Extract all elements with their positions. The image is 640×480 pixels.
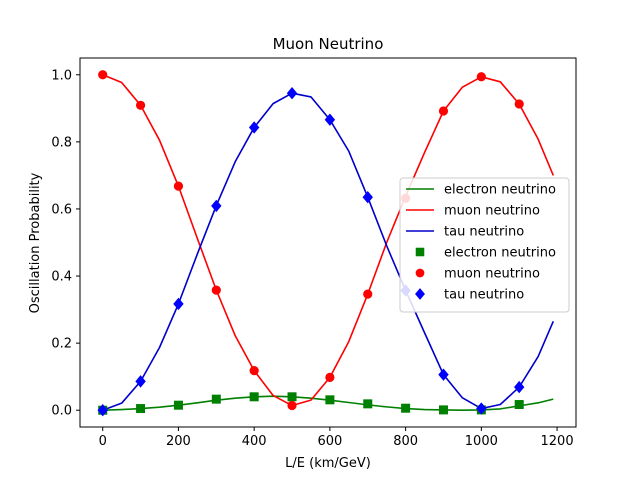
x-tick-label: 400 bbox=[242, 434, 267, 449]
x-tick-label: 800 bbox=[393, 434, 418, 449]
y-tick-label: 0.6 bbox=[51, 202, 72, 217]
x-tick-label: 1000 bbox=[465, 434, 498, 449]
x-axis-title: L/E (km/GeV) bbox=[285, 456, 371, 471]
y-tick-label: 0.8 bbox=[51, 135, 72, 150]
plot-area bbox=[79, 57, 577, 428]
legend-label: tau neutrino bbox=[444, 225, 524, 240]
muon-neutrino-point bbox=[325, 372, 335, 382]
electron-neutrino-point bbox=[438, 405, 448, 415]
tau-neutrino-point bbox=[362, 191, 373, 204]
electron-neutrino-point bbox=[287, 392, 297, 402]
muon-neutrino-point bbox=[363, 289, 373, 299]
legend-label: tau neutrino bbox=[444, 288, 524, 303]
y-tick-label: 0.0 bbox=[51, 404, 72, 419]
x-axis: 0 200 400 600 800 1000 1200 bbox=[99, 427, 574, 449]
y-axis-title: Oscillation Probability bbox=[28, 172, 43, 313]
muon-neutrino-point bbox=[173, 181, 184, 191]
y-tick-label: 0.2 bbox=[51, 337, 72, 352]
muon-neutrino-point bbox=[514, 99, 524, 109]
electron-neutrino-point bbox=[514, 400, 524, 410]
legend-label: muon neutrino bbox=[444, 204, 540, 219]
legend-marker-swatch bbox=[415, 288, 425, 300]
tau-neutrino-point bbox=[135, 375, 146, 388]
legend-label: electron neutrino bbox=[444, 246, 556, 261]
x-tick-label: 600 bbox=[317, 434, 342, 449]
tau-neutrino-point bbox=[211, 199, 222, 213]
tau-neutrino-point bbox=[476, 402, 487, 415]
electron-neutrino-point bbox=[401, 403, 411, 413]
y-tick-label: 0.4 bbox=[51, 270, 72, 285]
legend-box bbox=[399, 177, 570, 313]
electron-neutrino-point bbox=[325, 395, 335, 405]
muon-neutrino-point bbox=[476, 72, 486, 82]
legend-marker-swatch bbox=[415, 247, 425, 257]
electron-neutrino-point bbox=[211, 394, 221, 404]
tau-neutrino-point bbox=[97, 404, 108, 417]
tau-neutrino-point bbox=[248, 121, 260, 134]
electron-neutrino-point bbox=[173, 400, 183, 410]
legend-label: muon neutrino bbox=[444, 267, 540, 282]
y-axis: 0.0 0.2 0.4 0.6 0.8 1.0 bbox=[51, 68, 80, 419]
electron-neutrino-point bbox=[249, 392, 259, 402]
electron-neutrino-point bbox=[136, 404, 146, 414]
tau-neutrino-point bbox=[286, 87, 298, 100]
muon-neutrino-point bbox=[438, 106, 449, 116]
muon-neutrino-point bbox=[211, 285, 221, 295]
tau-neutrino-point bbox=[514, 380, 525, 394]
x-tick-label: 0 bbox=[99, 434, 107, 449]
tau-neutrino-point bbox=[324, 113, 336, 126]
legend-marker-swatch bbox=[415, 268, 425, 278]
y-tick-label: 1.0 bbox=[51, 68, 72, 83]
electron-neutrino-point bbox=[363, 399, 373, 409]
muon-neutrino-point bbox=[287, 400, 297, 411]
tau-neutrino-point bbox=[173, 297, 184, 311]
muon-neutrino-point bbox=[98, 70, 108, 80]
legend-label: electron neutrino bbox=[444, 183, 556, 198]
legend: electron neutrino muon neutrino tau neutri… bbox=[399, 177, 570, 313]
muon-neutrino-point bbox=[249, 366, 259, 376]
tau-neutrino-point bbox=[438, 368, 449, 381]
x-tick-label: 1200 bbox=[541, 434, 574, 449]
x-tick-label: 200 bbox=[166, 434, 191, 449]
plot-frame bbox=[79, 57, 577, 428]
muon-neutrino-point bbox=[135, 100, 146, 110]
chart-title: Muon Neutrino bbox=[273, 35, 384, 53]
